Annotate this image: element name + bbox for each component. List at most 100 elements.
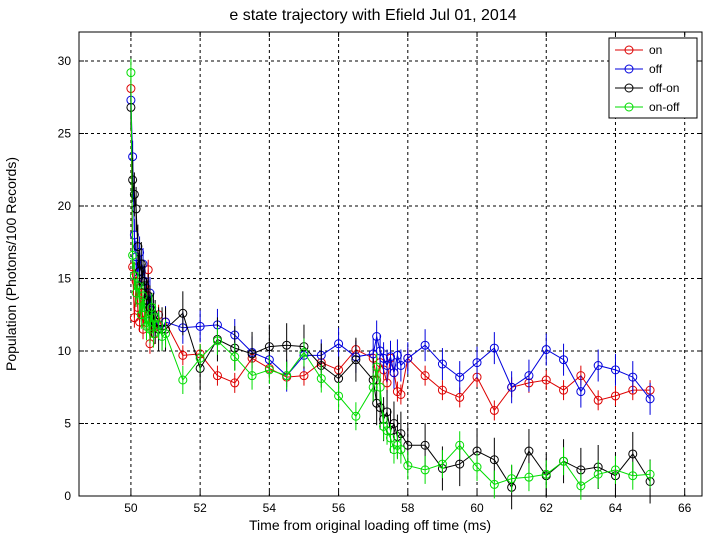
data-point <box>148 329 158 339</box>
data-point <box>382 407 392 417</box>
y-tick-label: 30 <box>58 54 72 68</box>
data-point <box>524 472 534 482</box>
data-point <box>559 456 569 466</box>
axis-ticks: 50 52 54 56 58 60 62 64 66 0 5 10 15 20 25 30 <box>58 32 702 515</box>
data-point <box>372 332 382 341</box>
legend-item: on <box>615 43 662 57</box>
data-point <box>489 479 499 489</box>
data-point <box>386 433 395 443</box>
data-point <box>489 455 499 465</box>
data-point <box>178 308 188 318</box>
legend-item: on-off <box>615 100 680 114</box>
data-point <box>375 382 385 392</box>
x-tick-label: 58 <box>401 501 415 515</box>
data-point <box>264 342 274 352</box>
data-point <box>437 385 447 395</box>
data-point <box>420 465 430 475</box>
data-point <box>143 314 153 324</box>
data-point <box>403 461 413 471</box>
data-point <box>455 440 465 450</box>
data-point <box>133 242 143 252</box>
data-point <box>610 391 620 401</box>
data-point <box>147 303 157 312</box>
data-point <box>507 474 517 484</box>
data-point <box>136 310 146 320</box>
data-point <box>489 405 499 415</box>
data-point <box>593 361 603 370</box>
legend-marker <box>624 64 634 74</box>
data-point <box>230 352 240 362</box>
data-point <box>128 175 138 185</box>
data-point <box>559 385 569 395</box>
data-point <box>472 358 482 368</box>
data-point <box>382 426 392 436</box>
data-point <box>143 291 153 301</box>
data-point <box>420 340 430 350</box>
data-point <box>282 340 292 350</box>
data-point <box>299 371 309 381</box>
data-point <box>455 459 465 469</box>
series-layer <box>126 58 655 510</box>
data-point <box>212 336 222 346</box>
data-point <box>610 465 620 475</box>
data-point <box>386 352 395 362</box>
data-point <box>455 372 465 382</box>
data-point <box>389 419 399 428</box>
y-tick-label: 20 <box>58 199 72 213</box>
y-axis-label: Population (Photons/100 Records) <box>3 157 19 371</box>
data-point <box>247 371 257 381</box>
data-point <box>143 265 153 275</box>
data-point <box>299 347 309 357</box>
data-point <box>178 350 188 360</box>
data-point <box>628 449 638 459</box>
data-point <box>154 320 164 330</box>
x-tick-label: 54 <box>263 501 277 515</box>
x-tick-label: 66 <box>678 501 692 515</box>
data-point <box>126 68 136 78</box>
x-tick-label: 52 <box>193 501 207 515</box>
data-point <box>195 321 205 331</box>
legend-box <box>608 37 698 119</box>
data-point <box>420 440 430 450</box>
data-point <box>437 459 447 469</box>
y-tick-label: 15 <box>58 272 72 286</box>
series-on-off <box>126 58 655 500</box>
data-point <box>264 365 274 375</box>
data-point <box>576 481 586 491</box>
data-point <box>136 259 146 269</box>
y-tick-label: 25 <box>58 127 72 141</box>
x-axis-label: Time from original loading off time (ms) <box>249 517 491 533</box>
x-tick-label: 62 <box>540 501 554 515</box>
data-point <box>628 372 638 382</box>
data-point <box>576 387 586 397</box>
x-tick-label: 56 <box>332 501 346 515</box>
chart-title: e state trajectory with Efield Jul 01, 2… <box>229 7 516 24</box>
data-point <box>129 271 139 281</box>
data-point <box>128 250 138 260</box>
x-tick-label: 60 <box>470 501 484 515</box>
data-point <box>351 355 361 365</box>
data-point <box>161 329 171 339</box>
data-point <box>178 375 188 385</box>
data-point <box>150 313 160 323</box>
data-point <box>403 440 413 450</box>
data-point <box>420 371 430 381</box>
data-point <box>382 361 392 370</box>
data-point <box>396 390 406 399</box>
legend-marker <box>624 102 634 112</box>
data-point <box>593 395 603 405</box>
data-point <box>396 445 406 455</box>
data-point <box>140 281 150 291</box>
legend-label: off-on <box>649 81 679 95</box>
data-point <box>247 349 257 359</box>
legend-item: off <box>615 62 663 76</box>
data-point <box>212 371 222 381</box>
data-point <box>541 375 551 385</box>
data-point <box>138 291 148 301</box>
data-point <box>282 371 292 381</box>
legend-label: on <box>649 43 662 57</box>
data-point <box>389 368 399 378</box>
data-point <box>230 378 240 388</box>
data-point <box>129 230 139 240</box>
data-point <box>316 374 326 384</box>
